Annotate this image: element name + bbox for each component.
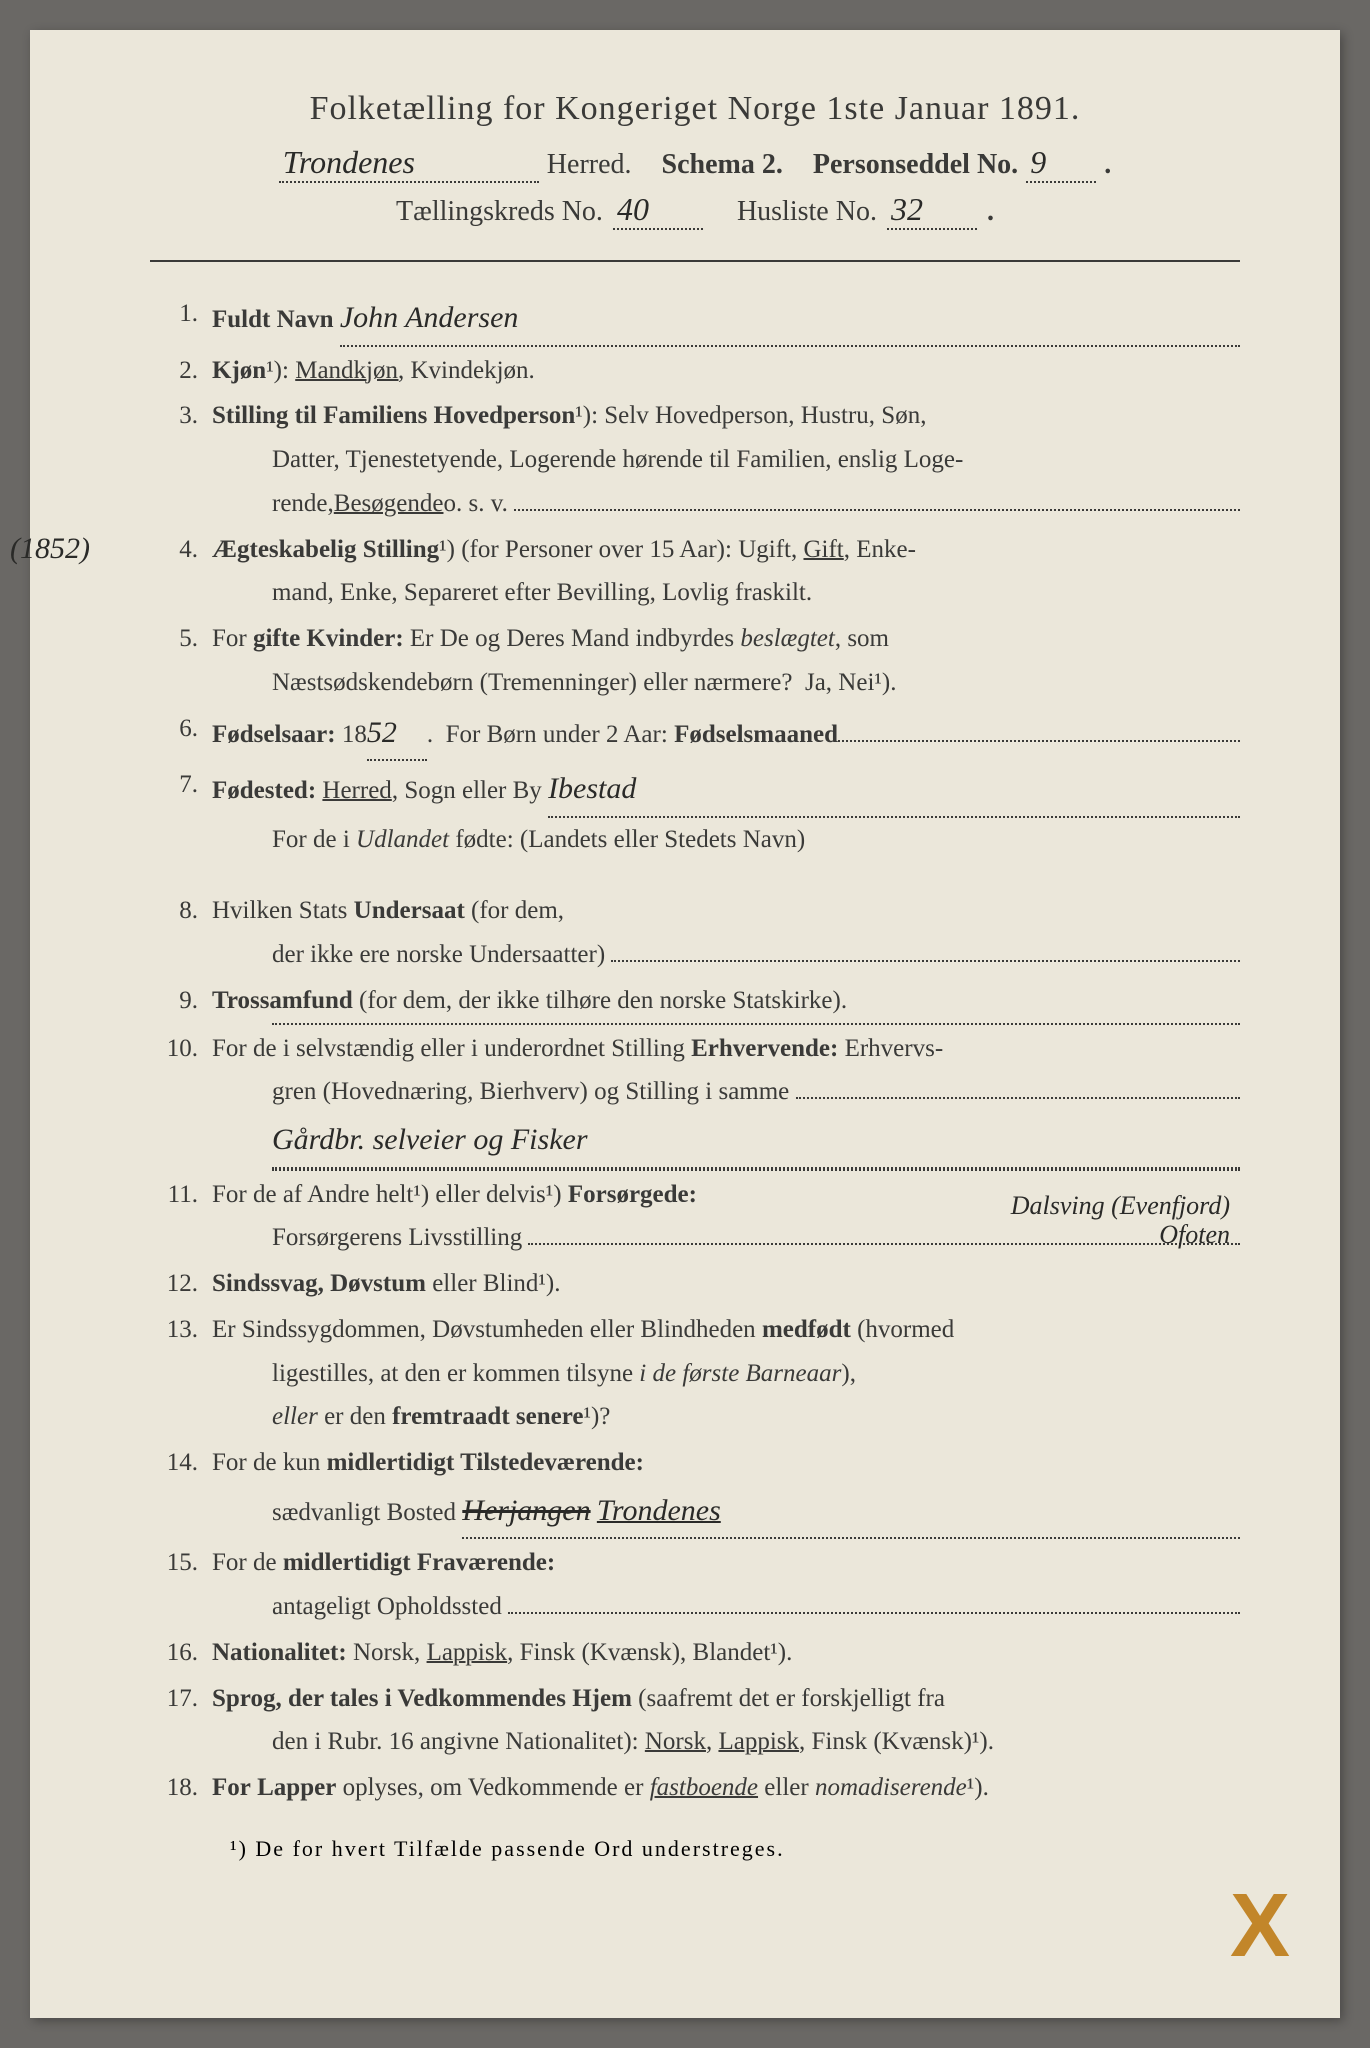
value-10: Gårdbr. selveier og Fisker	[272, 1123, 588, 1156]
value-1: John Andersen	[340, 301, 519, 334]
entry-1: 1. Fuldt Navn John Andersen	[160, 292, 1240, 347]
label-12: Sindssvag, Døvstum	[212, 1270, 426, 1297]
label-6: Fødselsaar:	[212, 713, 336, 757]
entry-10: 10. For de i selvstændig eller i underor…	[160, 1027, 1240, 1171]
label-1: Fuldt Navn	[212, 298, 334, 342]
form-title: Folketælling for Kongeriget Norge 1ste J…	[150, 90, 1240, 128]
header-divider	[150, 260, 1240, 262]
footnote: ¹) De for hvert Tilfælde passende Ord un…	[150, 1836, 1240, 1862]
corner-mark: X	[1230, 1875, 1290, 1978]
label-18: Lapper	[257, 1774, 336, 1801]
label-8: Undersaat	[354, 897, 465, 924]
label-15: midlertidigt Fraværende:	[283, 1549, 555, 1576]
label-2: Kjøn	[212, 357, 266, 384]
entry-16: 16. Nationalitet: Norsk, Lappisk, Finsk …	[160, 1631, 1240, 1675]
entry-12: 12. Sindssvag, Døvstum eller Blind¹).	[160, 1262, 1240, 1306]
personseddel-label: Personseddel No.	[813, 149, 1018, 181]
entry-4: 4. Ægteskabelig Stilling¹) (for Personer…	[160, 528, 1240, 616]
entry-6: 6. Fødselsaar: 1852. For Børn under 2 Aa…	[160, 707, 1240, 762]
label-16: Nationalitet:	[212, 1639, 347, 1666]
entry-15: 15. For de midlertidigt Fraværende: anta…	[160, 1541, 1240, 1629]
label-13: medfødt	[762, 1316, 851, 1343]
entry-18: 18. For Lapper oplyses, om Vedkommende e…	[160, 1766, 1240, 1810]
margin-year-note: (1852)	[10, 532, 90, 566]
entry-13: 13. Er Sindssygdommen, Døvstumheden elle…	[160, 1308, 1240, 1439]
entry-7: 7. Fødested: Herred, Sogn eller By Ibest…	[160, 763, 1240, 861]
hw-bosted-annotation: Dalsving (Evenfjord) Ofoten	[1011, 1192, 1230, 1249]
label-17: Sprog, der tales i Vedkommendes Hjem	[212, 1685, 632, 1712]
label-4: Ægteskabelig Stilling	[212, 536, 439, 563]
entry-2: 2. Kjøn¹): Mandkjøn, Kvindekjøn.	[160, 349, 1240, 393]
entry-17: 17. Sprog, der tales i Vedkommendes Hjem…	[160, 1677, 1240, 1765]
label-3: Stilling til Familiens Hovedperson	[212, 402, 575, 429]
husliste-label: Husliste No.	[737, 196, 877, 228]
label-5: gifte Kvinder:	[253, 625, 404, 652]
entry-8: 8. Hvilken Stats Undersaat (for dem, der…	[160, 889, 1240, 977]
line2-7: For de i Udlandet fødte: (Landets eller …	[212, 818, 1240, 862]
herred-label: Herred.	[547, 149, 632, 181]
subtitle-row-1: Trondenes Herred. Schema 2. Personseddel…	[150, 146, 1240, 183]
schema-label: Schema 2.	[662, 149, 783, 181]
label-11: Forsørgede:	[568, 1181, 697, 1208]
label-9: Trossamfund	[212, 987, 353, 1014]
personseddel-no: 9	[1030, 144, 1046, 180]
entry-5: 5. For gifte Kvinder: Er De og Deres Man…	[160, 617, 1240, 705]
value-7: Ibestad	[548, 772, 636, 805]
subtitle-row-2: Tællingskreds No. 40 Husliste No. 32 .	[150, 193, 1240, 230]
husliste-no: 32	[891, 191, 923, 227]
entry-14: 14. For de kun midlertidigt Tilstedevære…	[160, 1441, 1240, 1539]
form-entries: 1. Fuldt Navn John Andersen 2. Kjøn¹): M…	[150, 292, 1240, 1810]
label-10: Erhvervende:	[691, 1035, 838, 1062]
entry-3: 3. Stilling til Familiens Hovedperson¹):…	[160, 394, 1240, 525]
label-7: Fødested:	[212, 769, 316, 813]
kreds-no: 40	[617, 191, 649, 227]
census-form-paper: Folketælling for Kongeriget Norge 1ste J…	[30, 30, 1340, 2018]
kreds-label: Tællingskreds No.	[396, 196, 603, 228]
entry-9: 9. Trossamfund (for dem, der ikke tilhør…	[160, 979, 1240, 1025]
herred-handwritten: Trondenes	[283, 144, 415, 180]
label-14: midlertidigt Tilstedeværende:	[327, 1449, 644, 1476]
